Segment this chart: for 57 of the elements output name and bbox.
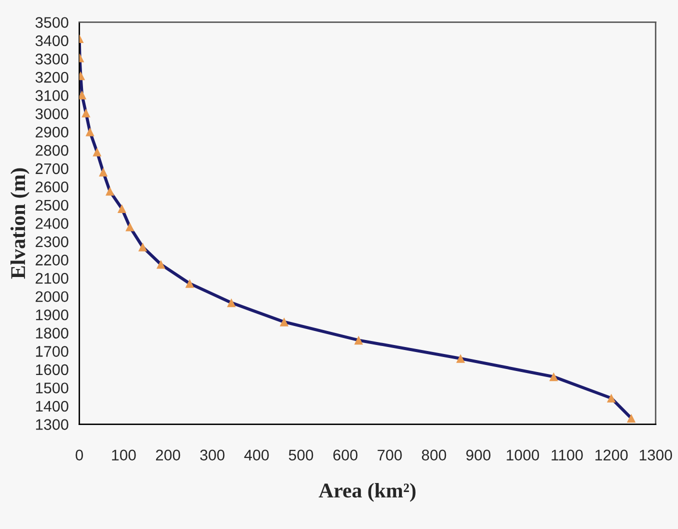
x-tick-label: 900 [466,450,490,460]
y-tick-label: 2500 [36,200,68,211]
x-tick-label: 300 [200,450,224,460]
point [98,168,108,176]
y-tick-label: 2100 [36,272,68,284]
y-tick-label: 2300 [36,236,68,248]
y-tick-label: 2000 [36,291,68,302]
x-tick-label: 400 [244,450,269,460]
y-tick-label: 1500 [36,382,68,394]
y-tick-label: 1700 [36,346,68,357]
point [86,127,94,136]
point [626,414,636,423]
x-tick-label: 1000 [506,450,540,460]
y-tick-label: 2600 [36,182,68,192]
y-tick-label: 2400 [36,218,68,229]
y-tick-label: 2900 [36,126,68,138]
point [79,90,86,100]
x-tick-label: 1100 [552,450,583,460]
y-tick-label: 1300 [36,419,68,430]
y-tick-label: 3500 [36,17,68,28]
y-tick-label: 2800 [36,145,68,156]
y-tick-label: 3300 [36,54,68,64]
x-tick-label: 700 [378,450,402,460]
y-tick-label: 1800 [36,328,68,339]
y-tick-label: 1400 [36,400,68,412]
point [606,394,616,403]
point [125,222,134,232]
y-tick-label: 1600 [36,364,68,376]
y-tick-label: 3100 [36,90,68,101]
x-tick-label: 600 [333,450,358,460]
point [138,242,148,252]
point [549,372,558,382]
point [354,336,363,345]
y-tick-label: 2700 [36,163,68,174]
y-tick-label: 3200 [36,72,68,83]
x-tick-label: 0 [76,450,83,460]
x-tick-label: 800 [422,450,446,460]
point [185,279,194,288]
x-tick-label: 1300 [640,450,672,460]
x-tick-label: 1200 [595,450,628,460]
point [106,186,114,196]
point [92,148,102,156]
point [82,108,90,118]
x-tick-label: 200 [156,450,180,460]
point [156,260,166,269]
x-tick-label: 500 [288,450,314,460]
point [226,298,236,308]
y-axis-title: Elvation (m) [10,168,30,279]
y-tick-label: 2200 [36,254,68,266]
point [280,318,289,326]
point [117,204,126,214]
point [456,354,465,363]
x-tick-label: 100 [112,450,136,460]
x-axis-title: Area (km²) [318,482,416,502]
y-tick-label: 1900 [36,309,68,320]
y-tick-label: 3400 [36,35,68,46]
y-tick-label: 3000 [36,108,68,120]
